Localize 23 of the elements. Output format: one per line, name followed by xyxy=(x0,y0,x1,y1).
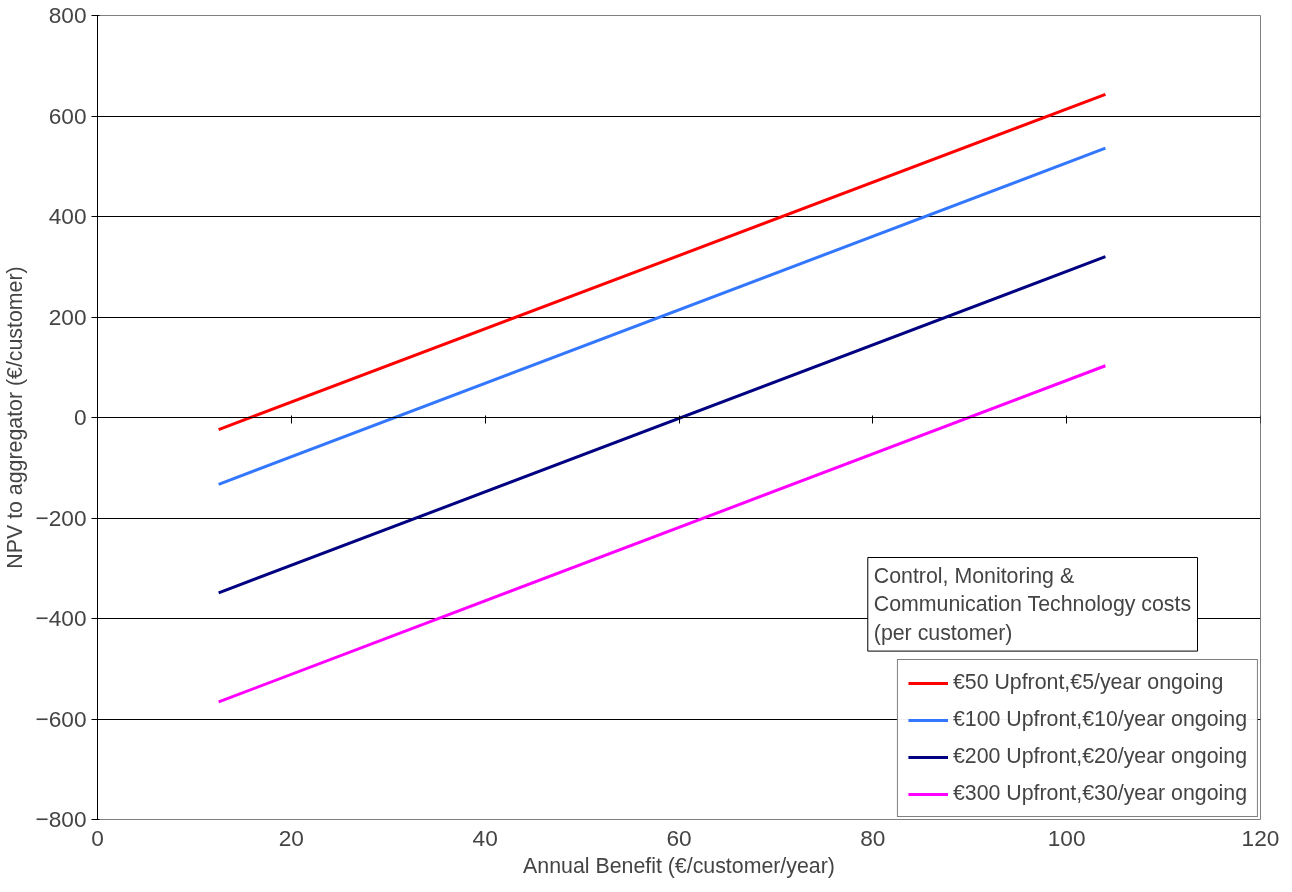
legend-label: €50 Upfront,€5/year ongoing xyxy=(952,670,1224,695)
y-axis-title: NPV to aggregator (€/customer) xyxy=(3,266,28,569)
y-tick-label: −600 xyxy=(35,705,87,732)
x-tick-label: 20 xyxy=(278,824,304,851)
x-tick-label: 0 xyxy=(91,824,104,851)
y-tick-label: 800 xyxy=(48,2,87,28)
x-tick-label: 40 xyxy=(472,824,498,851)
y-tick-label: 200 xyxy=(48,303,87,330)
legend-label: €200 Upfront,€20/year ongoing xyxy=(952,744,1247,769)
y-tick-label: 400 xyxy=(48,203,87,229)
y-tick-label: −800 xyxy=(35,806,87,832)
legend-label: €100 Upfront,€10/year ongoing xyxy=(952,707,1247,732)
legend-title: Control, Monitoring & Communication Technology costs (per customer) xyxy=(873,563,1192,646)
x-tick-label: 60 xyxy=(666,824,692,851)
y-tick-label: 600 xyxy=(48,102,87,129)
y-tick-label: −400 xyxy=(35,605,87,631)
x-tick-label: 120 xyxy=(1241,824,1280,851)
x-tick-label: 100 xyxy=(1047,824,1086,851)
x-tick-label: 80 xyxy=(860,824,886,851)
x-axis-title: Annual Benefit (€/customer/year) xyxy=(523,853,835,878)
legend-label: €300 Upfront,€30/year ongoing xyxy=(952,781,1247,806)
y-tick-label: −200 xyxy=(35,504,87,531)
y-tick-label: 0 xyxy=(73,404,87,430)
